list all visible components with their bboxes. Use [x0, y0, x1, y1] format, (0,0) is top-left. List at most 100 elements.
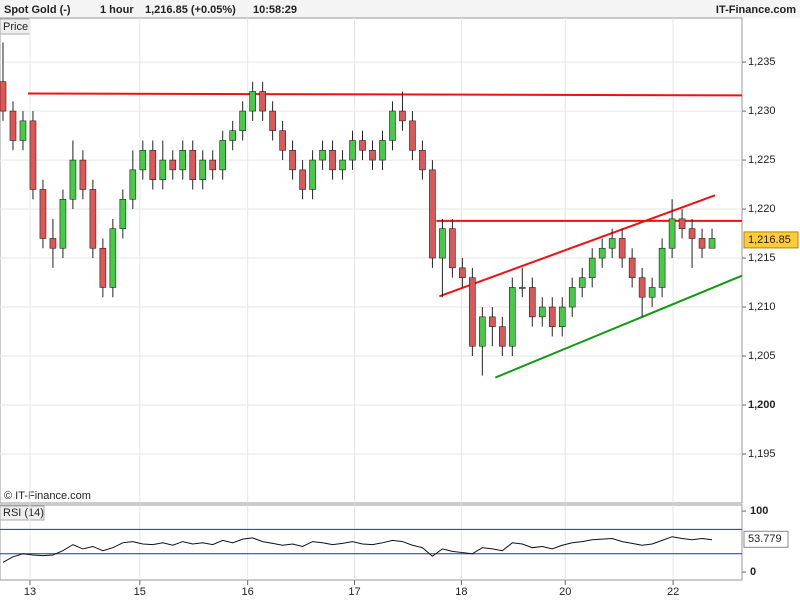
candle-body — [429, 169, 436, 259]
candle-body — [269, 110, 276, 131]
candle-body — [329, 149, 336, 171]
candle-body — [548, 306, 556, 327]
y-tick-label: 1,205 — [748, 350, 776, 362]
candle-body — [678, 218, 686, 229]
candle-body — [588, 257, 596, 278]
candle-body — [538, 306, 546, 318]
candle-body — [79, 159, 87, 190]
quote: 1,216.85 (+0.05%) — [145, 4, 236, 16]
candle-body — [179, 149, 187, 171]
candle-body — [289, 149, 296, 171]
candle-body — [109, 228, 117, 288]
candle-body — [528, 287, 536, 318]
copyright: © IT-Finance.com — [4, 490, 91, 502]
x-tick-label: 17 — [348, 586, 360, 598]
y-tick-label: 1,210 — [748, 301, 776, 313]
x-tick-label: 15 — [134, 586, 146, 598]
candle-body — [359, 140, 366, 151]
x-tick-label: 13 — [24, 586, 36, 598]
y-tick-label: 100 — [750, 505, 768, 517]
candle-body — [638, 277, 646, 298]
candle-body — [319, 149, 326, 161]
trend-line — [439, 194, 716, 298]
candle-body — [568, 287, 576, 308]
candle-body — [608, 238, 616, 249]
rsi-frame — [0, 504, 743, 581]
candle-body — [299, 169, 306, 190]
instrument: Spot Gold (-) — [4, 4, 71, 16]
y-tick-label: 1,235 — [748, 56, 776, 68]
last-price: 1,216.85 — [748, 234, 791, 246]
candle-body — [59, 198, 67, 249]
last-price-box — [743, 231, 799, 249]
candle-body — [509, 287, 516, 347]
candle-body — [239, 110, 246, 131]
candle-body — [99, 247, 107, 288]
candle-body — [628, 257, 636, 278]
candle-body — [379, 140, 386, 161]
rsi-last-box — [743, 530, 789, 548]
candle-body — [89, 189, 97, 249]
candle-body — [399, 110, 406, 122]
candle-body — [668, 218, 676, 249]
rsi-label-box — [0, 505, 45, 521]
candle-body — [598, 247, 606, 259]
y-tick-label: 1,220 — [748, 203, 776, 215]
candle-body — [129, 169, 137, 200]
candle-body — [9, 110, 17, 141]
candle-body — [688, 228, 696, 239]
candle-body — [658, 247, 666, 288]
candle-body — [209, 159, 217, 171]
candle-body — [389, 110, 396, 141]
y-tick-label: 1,195 — [748, 448, 776, 460]
x-tick-label: 22 — [667, 586, 679, 598]
header-bar — [0, 0, 800, 18]
x-tick-label: 18 — [455, 586, 467, 598]
time: 10:58:29 — [253, 4, 297, 16]
candle-body — [449, 228, 456, 269]
candle-body — [708, 238, 716, 249]
candle-body — [229, 130, 236, 141]
candle-body — [119, 198, 127, 229]
candle-body — [0, 81, 7, 112]
y-tick-label: 1,230 — [748, 105, 776, 117]
candle-body — [49, 238, 57, 249]
panel-label: Price — [3, 21, 28, 33]
candle-body — [29, 120, 37, 190]
candle-body — [369, 149, 376, 161]
y-tick-label: 1,215 — [748, 252, 776, 264]
candle-body — [618, 238, 626, 259]
candle-body — [279, 130, 286, 151]
candle-body — [499, 326, 506, 347]
candle-body — [349, 140, 356, 161]
candle-body — [469, 277, 476, 347]
candle-body — [259, 91, 266, 112]
candle-body — [648, 287, 656, 298]
rsi-last: 53.779 — [748, 533, 782, 545]
candle-body — [459, 267, 466, 278]
candle-body — [149, 149, 157, 180]
y-tick-label: 1,200 — [748, 399, 776, 411]
candle-body — [578, 277, 586, 288]
candle-body — [19, 120, 27, 141]
interval: 1 hour — [100, 4, 134, 16]
trend-line — [27, 92, 743, 97]
candle-body — [489, 316, 496, 327]
trend-line — [494, 274, 743, 379]
candle-body — [199, 159, 207, 180]
x-tick-label: 16 — [242, 586, 254, 598]
candle-body — [139, 149, 147, 171]
rsi-label: RSI (14) — [3, 507, 44, 519]
rsi-line — [2, 536, 713, 563]
candle-body — [518, 287, 526, 289]
candle-body — [69, 159, 77, 200]
y-tick-label: 0 — [750, 566, 756, 578]
price-frame — [0, 17, 743, 504]
candle-body — [339, 159, 346, 171]
candle-body — [309, 159, 316, 190]
candle-body — [479, 316, 486, 347]
candle-body — [439, 228, 446, 259]
y-tick-label: 1,225 — [748, 154, 776, 166]
site: IT-Finance.com — [716, 4, 796, 16]
